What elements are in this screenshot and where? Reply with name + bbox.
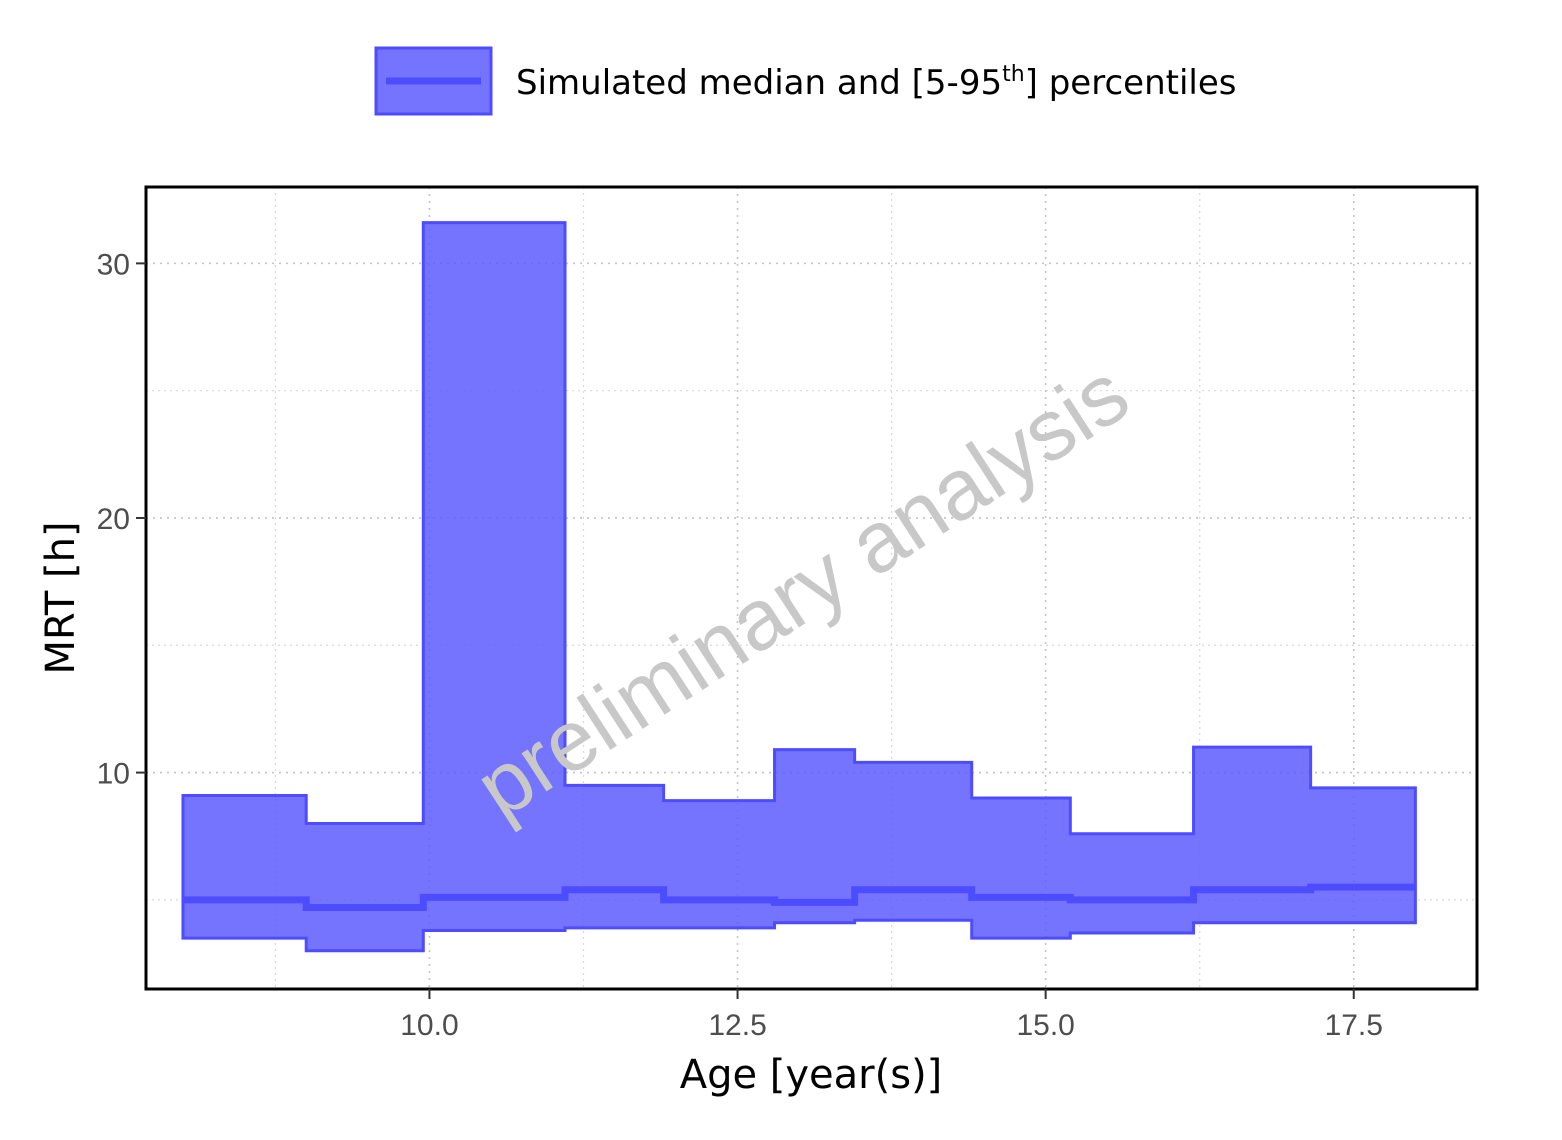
legend-label: Simulated median and [5-95th] percentile…: [516, 62, 1236, 103]
median-line: [182, 883, 1416, 912]
percentile-band: [181, 221, 1417, 953]
x-tick-label: 15.0: [1016, 1009, 1074, 1042]
legend-label-main: Simulated median and [5-95: [516, 63, 1002, 103]
legend-label-end: ] percentiles: [1025, 63, 1237, 103]
y-tick-label: 20: [97, 503, 130, 536]
legend-label-sup: th: [1002, 62, 1025, 87]
y-tick-label: 10: [97, 758, 130, 791]
y-tick-label: 30: [97, 248, 130, 281]
x-axis-ticks: 10.0 12.5 15.0 17.5: [400, 989, 1383, 1042]
legend: Simulated median and [5-95th] percentile…: [374, 46, 1236, 116]
plot-frame: [144, 185, 1479, 991]
x-tick-label: 17.5: [1325, 1009, 1383, 1042]
x-tick-label: 10.0: [400, 1009, 458, 1042]
y-axis-title: MRT [h]: [38, 521, 84, 674]
x-tick-label: 12.5: [708, 1009, 766, 1042]
median-lines: [182, 883, 1416, 912]
percentile-bands: [181, 221, 1417, 953]
x-axis-title: Age [year(s)]: [680, 1052, 943, 1098]
y-axis-ticks: 10 20 30: [97, 248, 146, 791]
